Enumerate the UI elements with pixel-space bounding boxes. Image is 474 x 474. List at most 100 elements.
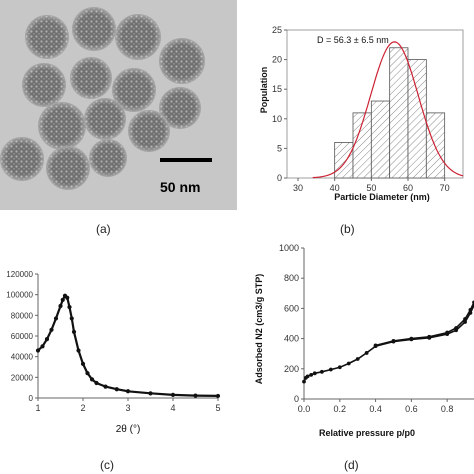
histogram-y-tick-label: 0 xyxy=(277,173,282,183)
xrd-x-tick-label: 2 xyxy=(80,403,85,413)
histogram-y-tick-label: 5 xyxy=(277,143,282,153)
caption-b: (b) xyxy=(340,222,355,236)
isotherm-y-tick-label: 200 xyxy=(284,364,299,374)
isotherm-plot-area: 0.0 0.2 0.4 0.6 0.8 0 200 400 600 800 1000 xyxy=(279,243,474,414)
xrd-data-point xyxy=(85,371,90,376)
isotherm-data-point xyxy=(373,343,378,348)
xrd-data-point xyxy=(58,303,63,309)
nanoparticle-edge xyxy=(72,7,116,51)
nanoparticle-edge xyxy=(22,63,66,107)
scale-bar-label: 50 nm xyxy=(160,179,200,195)
histogram-x-tick-label: 60 xyxy=(403,183,413,193)
isotherm-data-point xyxy=(328,367,333,372)
caption-a: (a) xyxy=(96,222,111,236)
isotherm-data-point xyxy=(454,326,459,330)
xrd-data-point xyxy=(89,377,95,382)
isotherm-x-tick-label: 0.4 xyxy=(369,404,382,414)
xrd-data-point xyxy=(67,304,72,310)
xrd-data-point xyxy=(114,387,119,392)
caption-d: (d) xyxy=(344,458,359,472)
xrd-data-point xyxy=(94,380,99,386)
isotherm-data-point xyxy=(312,371,317,376)
isotherm-x-tick-label: 0.2 xyxy=(334,404,347,414)
histogram-y-tick-label: 15 xyxy=(272,84,282,94)
xrd-x-tick-label: 4 xyxy=(170,403,175,413)
isotherm-data-point xyxy=(309,372,314,377)
nanoparticle-edge xyxy=(70,57,112,99)
histogram-x-tick-label: 70 xyxy=(440,183,450,193)
isotherm-x-tick-label: 0.8 xyxy=(441,404,454,414)
histogram-annotation: D = 56.3 ± 6.5 nm xyxy=(317,35,389,45)
histogram-x-axis-label: Particle Diameter (nm) xyxy=(334,192,430,202)
histogram-bar xyxy=(389,47,409,179)
isotherm-y-tick-label: 800 xyxy=(284,273,299,283)
isotherm-x-tick-label: 0.6 xyxy=(405,404,418,414)
xrd-data-point xyxy=(193,393,198,398)
xrd-y-tick-label: 0 xyxy=(29,394,34,403)
xrd-data-point xyxy=(125,389,131,394)
nanoparticle-edge xyxy=(46,146,90,190)
nanoparticle-edge xyxy=(38,102,86,150)
xrd-y-tick-label: 120000 xyxy=(6,270,33,279)
histogram-y-tick-label: 25 xyxy=(272,25,282,35)
nanoparticle-edge xyxy=(128,110,170,152)
isotherm-y-tick-label: 0 xyxy=(294,394,299,404)
xrd-series-line xyxy=(37,293,219,397)
histogram-x-tick-label: 50 xyxy=(366,183,376,193)
isotherm-panel: 0.0 0.2 0.4 0.6 0.8 0 200 400 600 800 1000 Relativ… xyxy=(237,236,474,474)
nanoparticle-edge xyxy=(159,38,205,84)
histogram-y-tick-label: 10 xyxy=(272,114,282,124)
histogram-bar xyxy=(334,142,354,179)
xrd-data-point xyxy=(53,316,59,321)
isotherm-data-point xyxy=(468,308,473,312)
xrd-chart: 1 2 3 4 5 0 20000 40000 60000 80000 100000 120000 2… xyxy=(6,270,221,435)
xrd-data-point xyxy=(76,348,81,353)
xrd-data-point xyxy=(215,393,221,399)
histogram-y-axis-label: Population xyxy=(259,67,269,114)
histogram-x-tick-label: 30 xyxy=(293,183,303,193)
caption-c: (c) xyxy=(100,458,114,472)
nanoparticle-edge xyxy=(84,98,126,140)
isotherm-data-point xyxy=(305,374,310,379)
xrd-y-tick-label: 80000 xyxy=(11,311,34,320)
xrd-x-axis-label: 2θ (°) xyxy=(116,424,141,435)
xrd-y-tick-label: 40000 xyxy=(11,353,34,362)
xrd-data-point xyxy=(60,297,65,302)
xrd-data-point xyxy=(40,344,45,349)
xrd-x-tick-label: 3 xyxy=(125,403,130,413)
isotherm-chart: 0.0 0.2 0.4 0.6 0.8 0 200 400 600 800 1000 Relativ… xyxy=(254,243,474,438)
isotherm-data-point xyxy=(302,379,306,384)
isotherm-data-point xyxy=(409,336,414,341)
scale-bar xyxy=(160,158,212,162)
isotherm-y-tick-label: 400 xyxy=(284,334,299,344)
xrd-y-tick-label: 20000 xyxy=(11,373,34,382)
xrd-data-point xyxy=(35,348,41,353)
nanoparticle-edge xyxy=(159,87,201,129)
isotherm-y-tick-label: 600 xyxy=(284,303,299,313)
isotherm-y-tick-label: 1000 xyxy=(279,243,299,253)
isotherm-data-point xyxy=(355,357,360,361)
isotherm-data-point xyxy=(364,351,369,355)
nanoparticle-edge xyxy=(0,137,44,181)
isotherm-data-point xyxy=(445,330,450,335)
xrd-data-point xyxy=(65,295,70,300)
xrd-y-tick-label: 100000 xyxy=(6,291,33,300)
histogram-plot-area: 30 40 50 60 70 0 5 10 15 20 25 xyxy=(272,25,464,193)
xrd-data-point xyxy=(170,392,176,397)
nanoparticle-edge xyxy=(115,14,161,60)
isotherm-data-point xyxy=(337,365,342,370)
xrd-data-point xyxy=(80,361,86,366)
nanoparticle-edge xyxy=(112,68,156,112)
histogram-bar xyxy=(425,112,446,179)
isotherm-data-point xyxy=(346,361,351,366)
histogram-x-tick-label: 40 xyxy=(330,183,340,193)
histogram-panel: 30 40 50 60 70 0 5 10 15 20 25 D = 56.3 ± 6.5 nm P… xyxy=(237,0,474,210)
xrd-x-tick-label: 5 xyxy=(215,403,220,413)
isotherm-data-point xyxy=(391,338,396,343)
isotherm-x-tick-label: 0.0 xyxy=(298,404,311,414)
isotherm-data-point xyxy=(319,369,324,374)
histogram-y-tick-label: 20 xyxy=(272,55,282,65)
isotherm-y-axis-label: Adsorbed N2 (cm3/g STP) xyxy=(254,274,264,385)
tem-image-panel: 50 nm xyxy=(0,0,237,210)
histogram-chart: 30 40 50 60 70 0 5 10 15 20 25 D = 56.3 ± 6.5 nm P… xyxy=(259,25,464,202)
